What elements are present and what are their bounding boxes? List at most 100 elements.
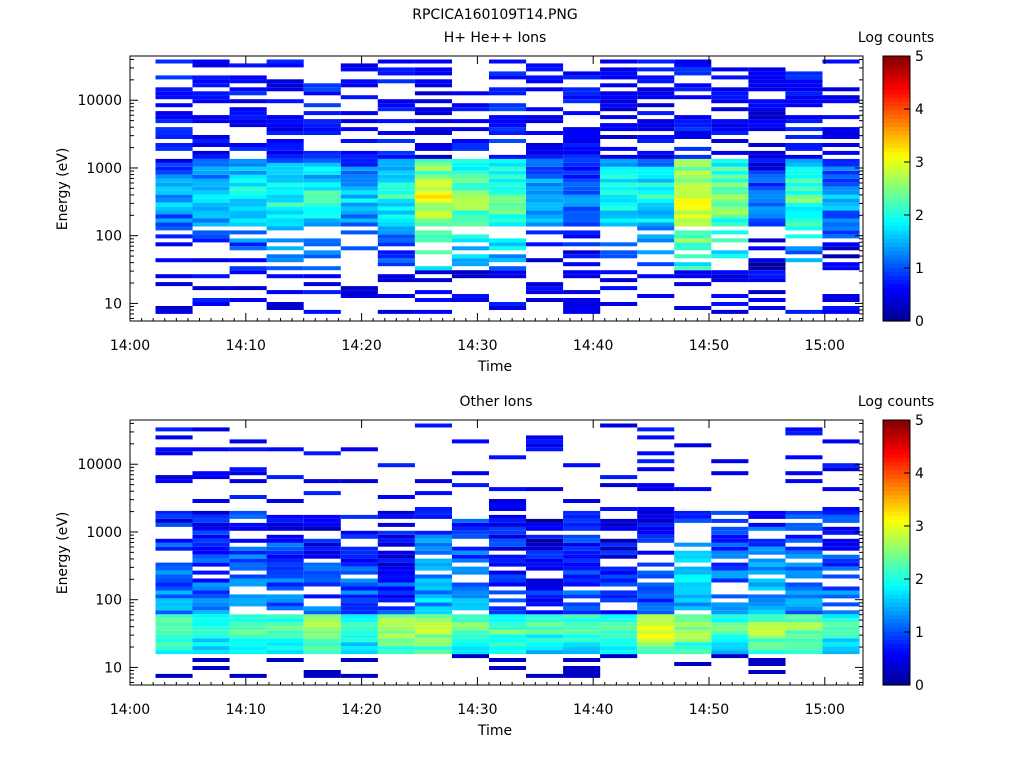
heatmap-cell [822,546,860,551]
heatmap-cell [451,262,489,267]
heatmap-cell [303,518,341,523]
heatmap-cell [748,79,786,84]
heatmap-cell [377,262,415,267]
heatmap-cell [155,131,193,135]
heatmap-cell [414,614,452,619]
heatmap-cell [637,622,675,627]
heatmap-cell [489,242,527,247]
heatmap-cell [785,154,823,159]
colorbar-segment [883,304,910,310]
heatmap-cell [414,618,452,623]
heatmap-cell [229,238,267,243]
heatmap-cell [563,182,601,187]
heatmap-cell [489,75,527,80]
heatmap-cell [748,670,786,674]
colorbar-segment [883,118,910,123]
heatmap-cell [451,646,489,651]
heatmap-cell [785,190,823,195]
heatmap-cell [340,562,378,567]
heatmap-cell [748,71,786,76]
heatmap-cell [414,143,452,147]
heatmap-cell [822,514,860,519]
heatmap-cell [303,190,341,195]
heatmap-cell [526,443,564,448]
heatmap-cell [303,154,341,159]
heatmap-cell [563,135,601,139]
heatmap-cell [563,75,601,80]
heatmap-cell [192,534,230,539]
heatmap-cell [600,574,638,579]
heatmap-cell [414,186,452,191]
colorbar-segment [883,292,910,297]
heatmap-cell [303,174,341,179]
heatmap-cell [340,610,378,615]
heatmap-cell [303,166,341,171]
colorbar-tick-label: 5 [915,413,924,429]
heatmap-cell [266,614,304,619]
heatmap-cell [229,638,267,643]
heatmap-cell [266,526,304,531]
heatmap-cell [192,234,230,239]
heatmap-cell [526,550,564,555]
colorbar-segment [883,105,910,111]
heatmap-cell [748,630,786,635]
heatmap-cell [600,507,638,511]
y-tick-label: 10 [104,660,122,676]
heatmap-cell [526,119,564,124]
heatmap-cell [340,194,378,199]
colorbar-segment [883,564,910,570]
colorbar-segment [883,80,910,86]
heatmap-cell [674,262,712,267]
heatmap-cell [414,170,452,175]
heatmap-cell [637,202,675,207]
heatmap-cell [526,522,564,527]
heatmap-cell [303,87,341,92]
panel-2-ylabel: Energy (eV) [55,512,71,595]
heatmap-cell [229,75,267,80]
heatmap-cell [340,119,378,124]
heatmap-cell [748,246,786,251]
heatmap-cell [266,594,304,599]
heatmap-cell [637,618,675,623]
colorbar-segment [883,275,910,281]
heatmap-cell [303,282,341,287]
heatmap-cell [340,558,378,563]
heatmap-cell [192,650,230,655]
heatmap-cell [229,286,267,291]
heatmap-cell [340,626,378,631]
heatmap-cell [748,566,786,571]
heatmap-cell [748,174,786,179]
heatmap-cell [192,618,230,623]
heatmap-cell [563,542,601,547]
heatmap-cell [192,119,230,124]
heatmap-cell [748,662,786,666]
heatmap-cell [229,447,267,452]
heatmap-cell [489,650,527,655]
heatmap-cell [229,143,267,147]
heatmap-cell [674,590,712,595]
heatmap-cell [192,526,230,531]
heatmap-cell [600,218,638,223]
heatmap-cell [489,131,527,135]
colorbar-segment [883,126,910,132]
heatmap-cell [414,562,452,567]
colorbar-tick-label: 2 [915,572,924,588]
heatmap-cell [266,99,304,104]
heatmap-cell [377,638,415,643]
heatmap-cell [748,270,786,275]
heatmap-cell [526,131,564,135]
heatmap-cell [192,610,230,615]
heatmap-cell [748,162,786,167]
heatmap-cell [266,542,304,547]
heatmap-cell [192,302,230,306]
heatmap-cell [748,582,786,587]
heatmap-cell [489,614,527,619]
heatmap-cell [526,578,564,583]
heatmap-cell [451,210,489,215]
heatmap-cell [600,278,638,283]
heatmap-cell [637,435,675,440]
heatmap-cell [414,534,452,539]
heatmap-cell [377,610,415,615]
heatmap-cell [451,238,489,243]
x-tick-label: 15:00 [805,338,845,354]
